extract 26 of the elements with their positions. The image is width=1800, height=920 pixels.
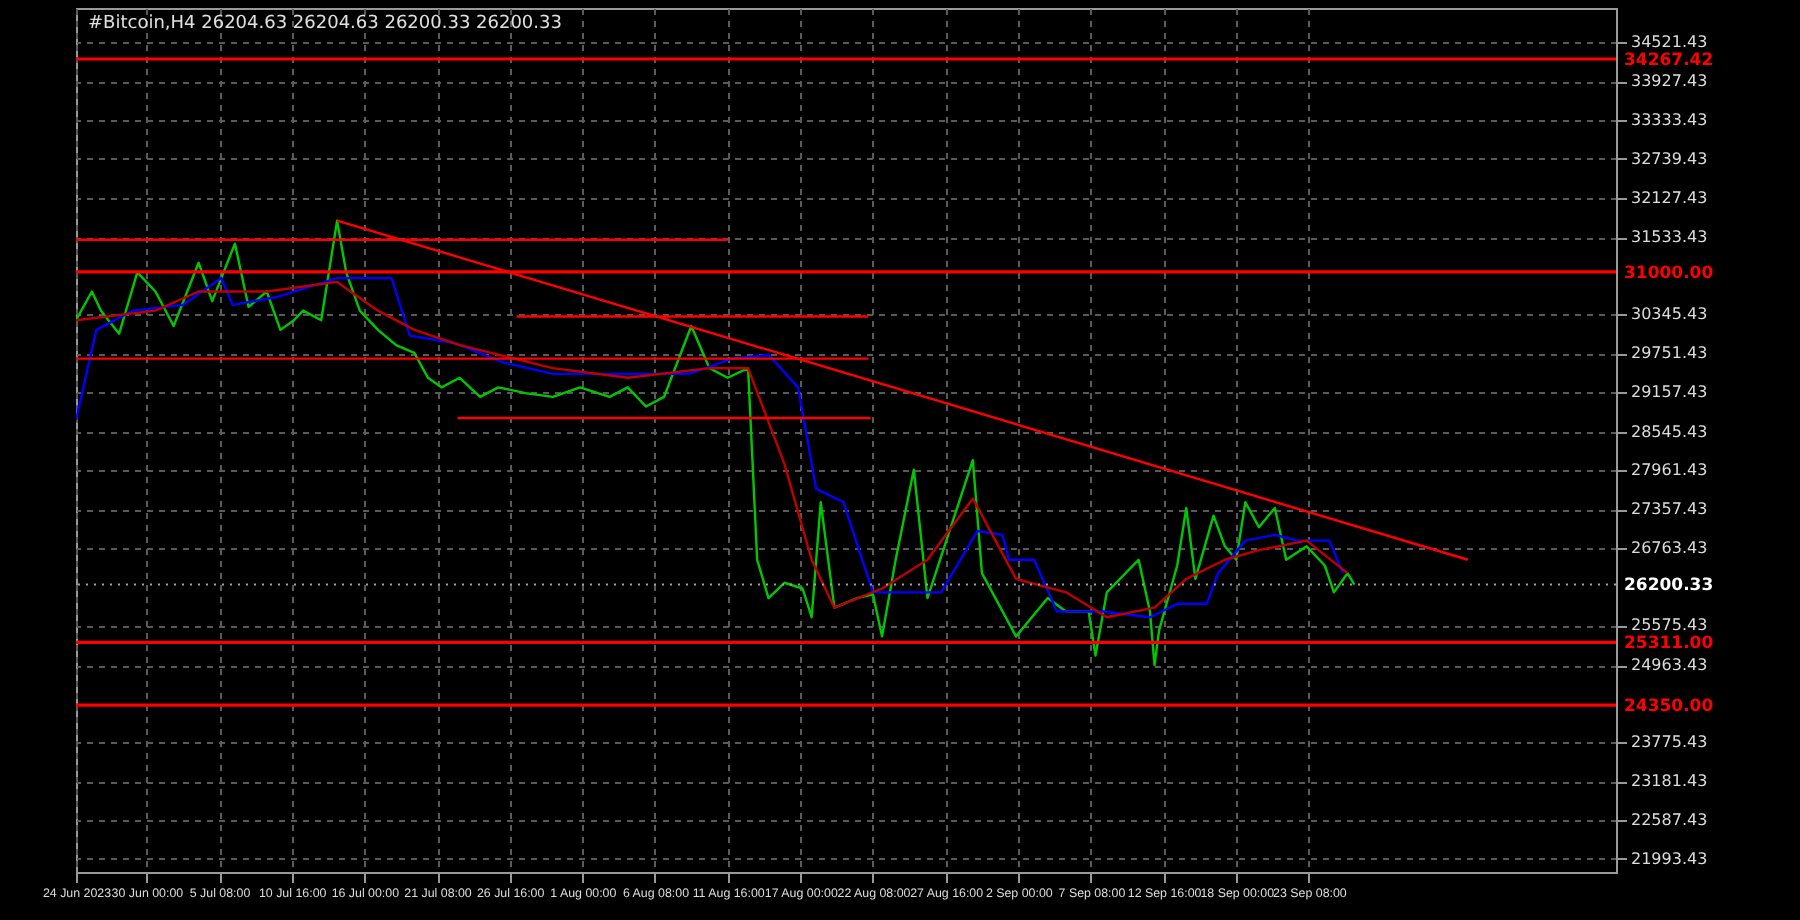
y-tick-label: 30345.43 bbox=[1631, 305, 1708, 324]
ref-line-label: 34267.42 bbox=[1624, 50, 1714, 71]
line-series bbox=[76, 219, 1356, 667]
chart-title: #Bitcoin,H4 26204.63 26204.63 26200.33 26200.33 bbox=[88, 14, 562, 34]
ref-line-label: 24350.00 bbox=[1624, 697, 1714, 718]
y-tick-label: 23775.43 bbox=[1631, 733, 1708, 752]
ref-line-label: 31000.00 bbox=[1624, 263, 1714, 284]
y-tick-label: 24963.43 bbox=[1631, 656, 1708, 675]
y-tick-label: 33927.43 bbox=[1631, 72, 1708, 91]
y-tick-label: 21993.43 bbox=[1631, 849, 1708, 868]
y-tick-label: 33333.43 bbox=[1631, 110, 1708, 129]
ref-line-label: 26200.33 bbox=[1624, 576, 1714, 597]
y-tick-label: 32739.43 bbox=[1631, 149, 1708, 168]
y-tick-label: 26763.43 bbox=[1631, 538, 1708, 557]
y-tick-label: 27357.43 bbox=[1631, 500, 1708, 519]
y-tick-label: 23181.43 bbox=[1631, 772, 1708, 791]
y-tick-label: 22587.43 bbox=[1631, 810, 1708, 829]
y-tick-label: 29751.43 bbox=[1631, 344, 1708, 363]
y-tick-label: 25575.43 bbox=[1631, 616, 1708, 635]
y-tick-label: 28545.43 bbox=[1631, 422, 1708, 441]
y-tick-label: 27961.43 bbox=[1631, 460, 1708, 479]
ref-line-label: 25311.00 bbox=[1624, 634, 1714, 655]
y-tick-label: 29157.43 bbox=[1631, 382, 1708, 401]
y-tick-label: 31533.43 bbox=[1631, 228, 1708, 247]
y-tick-label: 34521.43 bbox=[1631, 33, 1708, 52]
y-tick-label: 32127.43 bbox=[1631, 189, 1708, 208]
